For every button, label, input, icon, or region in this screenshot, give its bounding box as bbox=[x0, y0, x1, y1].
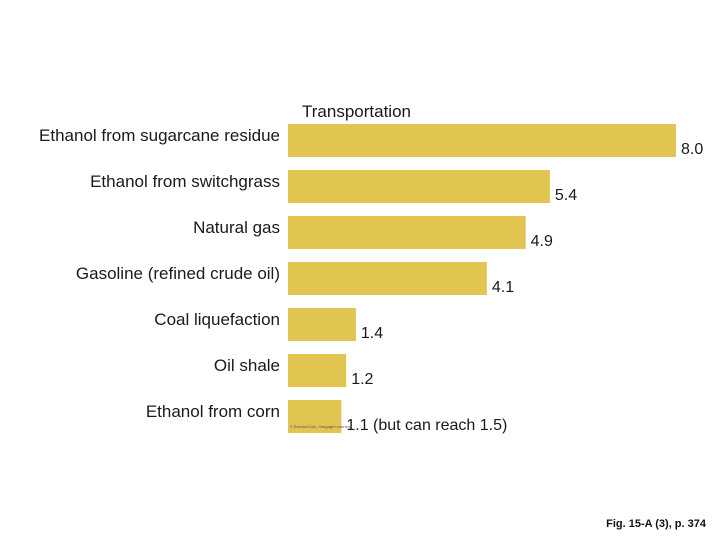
category-label-6: Ethanol from corn bbox=[146, 402, 280, 421]
bars-group bbox=[288, 124, 676, 433]
category-label-3: Gasoline (refined crude oil) bbox=[76, 264, 280, 283]
category-label-0: Ethanol from sugarcane residue bbox=[39, 126, 280, 145]
bar-4 bbox=[288, 308, 356, 341]
category-label-1: Ethanol from switchgrass bbox=[90, 172, 280, 191]
value-label-0: 8.0 bbox=[681, 141, 703, 158]
chart-title: Transportation bbox=[302, 102, 411, 121]
value-label-5: 1.2 bbox=[351, 371, 373, 388]
value-label-1: 5.4 bbox=[555, 187, 577, 204]
figure-reference: Fig. 15-A (3), p. 374 bbox=[606, 518, 706, 530]
category-label-5: Oil shale bbox=[214, 356, 280, 375]
category-labels-group: Ethanol from sugarcane residue Ethanol fr… bbox=[39, 126, 280, 421]
bar-1 bbox=[288, 170, 550, 203]
value-label-4: 1.4 bbox=[361, 325, 383, 342]
category-label-4: Coal liquefaction bbox=[154, 310, 280, 329]
value-label-6: 1.1 (but can reach 1.5) bbox=[346, 417, 507, 434]
value-label-2: 4.9 bbox=[531, 233, 553, 250]
value-label-3: 4.1 bbox=[492, 279, 514, 296]
bar-2 bbox=[288, 216, 526, 249]
category-label-2: Natural gas bbox=[193, 218, 280, 237]
bar-0 bbox=[288, 124, 676, 157]
bar-6 bbox=[288, 400, 342, 433]
copyright-credit: © Brooks/Cole, Cengage Learning bbox=[290, 424, 351, 429]
bar-3 bbox=[288, 262, 487, 295]
value-labels-group: 8.0 5.4 4.9 4.1 1.4 1.2 1.1 (but can reach 1.5… bbox=[346, 141, 703, 434]
bar-5 bbox=[288, 354, 347, 387]
